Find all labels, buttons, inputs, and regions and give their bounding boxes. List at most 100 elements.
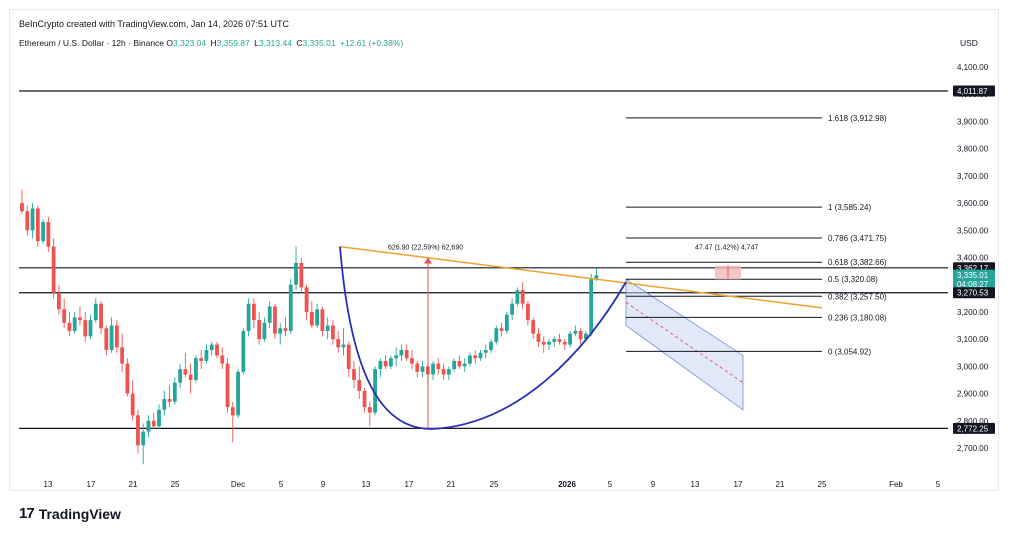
candle-body	[483, 350, 488, 353]
candle-body	[304, 287, 309, 312]
candle-body	[141, 431, 146, 446]
candle-body	[515, 290, 520, 304]
price-badge	[953, 85, 995, 97]
candle-body	[468, 355, 472, 364]
candle-body	[188, 374, 193, 380]
y-tick-label: 3,700.00	[957, 172, 989, 181]
candle-body	[125, 363, 130, 394]
candle-body	[583, 333, 588, 340]
created-by-credit: BeInCrypto created with TradingView.com,…	[19, 19, 289, 29]
symbol-name[interactable]: Ethereum / U.S. Dollar · 12h · Binance	[19, 38, 165, 48]
measure-label: 626.90 (22.59%) 62,690	[388, 245, 463, 252]
candle-body	[399, 350, 404, 356]
candle-body	[199, 358, 204, 361]
candle-body	[267, 306, 272, 323]
x-tick-label: 21	[129, 480, 138, 489]
candle-body	[251, 303, 256, 321]
candle-body	[536, 333, 541, 342]
candle-body	[172, 382, 177, 402]
candle-body	[562, 341, 567, 345]
candle-body	[157, 409, 161, 427]
y-tick-label: 3,100.00	[957, 335, 989, 344]
candle-body	[541, 341, 546, 345]
x-tick-label: 21	[776, 480, 785, 489]
x-tick-label: 13	[44, 480, 53, 489]
high-label: H	[210, 38, 217, 48]
candle-body	[88, 320, 93, 337]
candle-body	[415, 363, 420, 372]
fib-level-label: 1 (3,585.24)	[828, 203, 871, 212]
candle-body	[389, 358, 393, 367]
fib-level-label: 0.618 (3,382.66)	[828, 258, 887, 267]
candle-body	[589, 279, 594, 334]
x-tick-label: 25	[818, 480, 827, 489]
candle-body	[520, 290, 525, 304]
candle-body	[151, 420, 156, 427]
candle-body	[473, 355, 478, 359]
candle-body	[489, 341, 493, 351]
candle-body	[194, 358, 198, 380]
price-badge-countdown: 04:08:27	[957, 280, 989, 289]
candle-body	[278, 328, 283, 334]
candle-body	[478, 352, 483, 359]
y-tick-label: 2,800.00	[957, 417, 989, 426]
candle-body	[446, 369, 451, 375]
candle-body	[404, 350, 409, 359]
x-tick-label: 2026	[558, 480, 576, 489]
candle-body	[62, 309, 67, 323]
candle-body	[120, 347, 125, 364]
x-tick-label: Dec	[231, 480, 245, 489]
x-tick-label: 9	[651, 480, 656, 489]
y-tick-label: 3,600.00	[957, 199, 989, 208]
candle-body	[494, 328, 499, 342]
candle-body	[552, 339, 557, 342]
candle-body	[357, 379, 362, 391]
fib-level-label: 0.5 (3,320.08)	[828, 275, 878, 284]
candle-body	[299, 262, 304, 288]
candle-body	[294, 262, 298, 285]
x-tick-label: 5	[279, 480, 284, 489]
candle-body	[130, 393, 135, 416]
measure-arrow-head	[424, 257, 432, 264]
candle-body	[220, 355, 225, 364]
candle-body	[504, 314, 509, 331]
candle-body	[114, 325, 119, 348]
candle-body	[273, 306, 277, 334]
neckline-trendline	[339, 245, 823, 309]
candle-body	[462, 363, 467, 367]
candle-body	[283, 328, 288, 331]
chart-frame	[9, 9, 999, 491]
y-tick-label: 4,100.00	[957, 63, 989, 72]
candle-body	[20, 203, 24, 212]
candle-body	[35, 208, 40, 242]
candle-body	[178, 369, 182, 383]
candle-body	[30, 208, 35, 231]
candle-body	[325, 325, 330, 331]
candle-body	[346, 344, 351, 370]
high-value: 3,359.87	[216, 38, 250, 48]
candle-body	[162, 399, 167, 410]
candle-body	[99, 303, 103, 329]
y-tick-label: 3,200.00	[957, 308, 989, 317]
candle-body	[146, 420, 151, 432]
currency-label[interactable]: USD	[960, 38, 978, 48]
x-tick-label: 25	[490, 480, 499, 489]
candle-body	[241, 330, 246, 372]
candle-body	[104, 328, 109, 351]
candle-body	[109, 325, 114, 351]
x-tick-label: 13	[691, 480, 700, 489]
x-tick-label: 25	[171, 480, 180, 489]
y-tick-label: 3,900.00	[957, 117, 989, 126]
candle-body	[41, 222, 45, 242]
price-badge-label: 3,270.53	[957, 289, 989, 298]
low-value: 3,313.44	[258, 38, 292, 48]
candle-body	[431, 363, 435, 375]
price-badge-label: 3,335.01	[957, 271, 989, 280]
candle-body	[373, 369, 377, 413]
candle-body	[46, 222, 51, 247]
candle-body	[257, 320, 262, 340]
symbol-legend: Ethereum / U.S. Dollar · 12h · Binance O…	[19, 38, 405, 48]
candle-body	[215, 344, 219, 356]
tradingview-mark-icon: 17	[19, 505, 35, 522]
